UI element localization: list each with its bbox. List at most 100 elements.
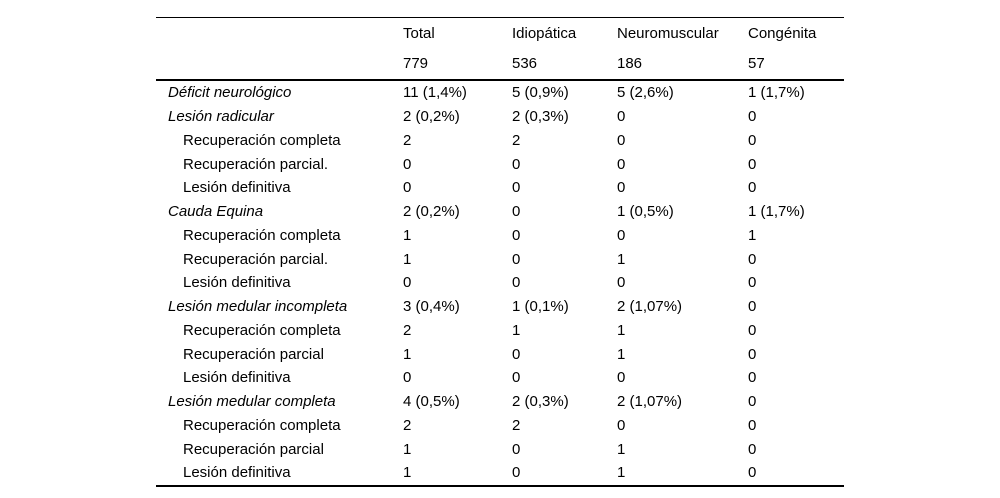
cell-value: 0 xyxy=(512,440,521,458)
cell-value: 3 (0,4%) xyxy=(403,298,460,316)
cell-value: 11 (1,4%) xyxy=(403,84,467,102)
table-header: Total Idiopática Neuromuscular Congénita… xyxy=(156,18,844,81)
cell-value: 5 (2,6%) xyxy=(617,84,674,102)
cell-value: 0 xyxy=(748,416,757,434)
table-row: Lesión definitiva 0 0 0 0 xyxy=(156,271,844,295)
cell-value: 0 xyxy=(748,179,757,197)
cell-value: 0 xyxy=(748,321,757,339)
cell-value: 4 (0,5%) xyxy=(403,393,460,411)
cell-value: 2 (1,07%) xyxy=(617,393,683,411)
cell-value: 0 xyxy=(617,108,626,126)
cell-value: 0 xyxy=(617,131,626,149)
cell-value: 1 xyxy=(403,464,412,482)
cell-value: 0 xyxy=(748,131,757,149)
cell-value: 1 xyxy=(512,321,521,339)
cell-value: 0 xyxy=(748,250,757,268)
column-count-neuromuscular: 186 xyxy=(617,55,643,73)
cell-value: 0 xyxy=(512,203,521,221)
header-labels-row: Total Idiopática Neuromuscular Congénita xyxy=(156,18,844,49)
row-label: Recuperación parcial xyxy=(183,440,324,458)
cell-value: 0 xyxy=(748,298,757,316)
row-label: Recuperación parcial. xyxy=(183,155,329,173)
cell-value: 1 xyxy=(403,440,412,458)
cell-value: 2 (0,2%) xyxy=(403,203,460,221)
cell-value: 0 xyxy=(512,226,521,244)
row-label: Lesión definitiva xyxy=(183,464,291,482)
table-row: Lesión definitiva 0 0 0 0 xyxy=(156,366,844,390)
cell-value: 2 (0,3%) xyxy=(512,108,569,126)
cell-value: 0 xyxy=(617,226,626,244)
cell-value: 1 xyxy=(748,226,757,244)
cell-value: 0 xyxy=(748,345,757,363)
cell-value: 1 xyxy=(617,321,626,339)
cell-value: 1 (1,7%) xyxy=(748,203,805,221)
column-header-neuromuscular: Neuromuscular xyxy=(617,24,719,42)
cell-value: 1 xyxy=(403,345,412,363)
cell-value: 0 xyxy=(617,369,626,387)
neurological-outcomes-table: Total Idiopática Neuromuscular Congénita… xyxy=(156,17,844,487)
cell-value: 2 (1,07%) xyxy=(617,298,683,316)
column-header-total: Total xyxy=(403,24,435,42)
table-row: Recuperación parcial. 1 0 1 0 xyxy=(156,247,844,271)
row-label: Lesión medular completa xyxy=(168,393,336,411)
cell-value: 1 xyxy=(617,440,626,458)
cell-value: 0 xyxy=(403,179,412,197)
cell-value: 0 xyxy=(748,369,757,387)
table-row: Recuperación parcial. 0 0 0 0 xyxy=(156,152,844,176)
table-row: Lesión radicular 2 (0,2%) 2 (0,3%) 0 0 xyxy=(156,105,844,129)
column-count-total: 779 xyxy=(403,55,429,73)
cell-value: 2 xyxy=(512,416,521,434)
cell-value: 2 xyxy=(512,131,521,149)
cell-value: 0 xyxy=(512,464,521,482)
cell-value: 2 xyxy=(403,321,412,339)
table-row: Recuperación completa 2 2 0 0 xyxy=(156,414,844,438)
row-label: Recuperación completa xyxy=(183,321,341,339)
column-count-idiopatica: 536 xyxy=(512,55,538,73)
table-row: Recuperación completa 2 2 0 0 xyxy=(156,129,844,153)
row-label: Déficit neurológico xyxy=(168,84,292,102)
cell-value: 0 xyxy=(512,250,521,268)
cell-value: 0 xyxy=(403,155,412,173)
row-label: Recuperación parcial xyxy=(183,345,324,363)
table-row: Recuperación parcial 1 0 1 0 xyxy=(156,342,844,366)
cell-value: 1 xyxy=(403,250,412,268)
row-label: Recuperación completa xyxy=(183,131,341,149)
table-row: Déficit neurológico 11 (1,4%) 5 (0,9%) 5… xyxy=(156,81,844,105)
table-row: Recuperación parcial 1 0 1 0 xyxy=(156,437,844,461)
cell-value: 0 xyxy=(403,274,412,292)
row-label: Recuperación parcial. xyxy=(183,250,329,268)
row-label: Lesión definitiva xyxy=(183,369,291,387)
table-row: Cauda Equina 2 (0,2%) 0 1 (0,5%) 1 (1,7%… xyxy=(156,200,844,224)
table-row: Lesión medular incompleta 3 (0,4%) 1 (0,… xyxy=(156,295,844,319)
header-counts-row: 779 536 186 57 xyxy=(156,49,844,80)
cell-value: 0 xyxy=(512,155,521,173)
cell-value: 0 xyxy=(748,108,757,126)
cell-value: 1 xyxy=(617,250,626,268)
cell-value: 2 xyxy=(403,416,412,434)
cell-value: 0 xyxy=(748,274,757,292)
table-row: Lesión medular completa 4 (0,5%) 2 (0,3%… xyxy=(156,390,844,414)
cell-value: 0 xyxy=(617,416,626,434)
cell-value: 0 xyxy=(617,274,626,292)
cell-value: 0 xyxy=(512,345,521,363)
table-row: Lesión definitiva 0 0 0 0 xyxy=(156,176,844,200)
cell-value: 2 xyxy=(403,131,412,149)
cell-value: 5 (0,9%) xyxy=(512,84,569,102)
cell-value: 1 (1,7%) xyxy=(748,84,805,102)
cell-value: 1 (0,5%) xyxy=(617,203,674,221)
row-label: Lesión medular incompleta xyxy=(168,298,348,316)
cell-value: 0 xyxy=(512,369,521,387)
cell-value: 1 xyxy=(617,345,626,363)
cell-value: 0 xyxy=(748,155,757,173)
cell-value: 0 xyxy=(748,393,757,411)
cell-value: 0 xyxy=(512,179,521,197)
cell-value: 2 (0,2%) xyxy=(403,108,460,126)
row-label: Lesión definitiva xyxy=(183,274,291,292)
table-row: Lesión definitiva 1 0 1 0 xyxy=(156,461,844,485)
cell-value: 0 xyxy=(617,155,626,173)
cell-value: 1 (0,1%) xyxy=(512,298,569,316)
column-header-congenita: Congénita xyxy=(748,24,817,42)
row-label: Lesión definitiva xyxy=(183,179,291,197)
row-label: Recuperación completa xyxy=(183,226,341,244)
table-body: Déficit neurológico 11 (1,4%) 5 (0,9%) 5… xyxy=(156,81,844,485)
